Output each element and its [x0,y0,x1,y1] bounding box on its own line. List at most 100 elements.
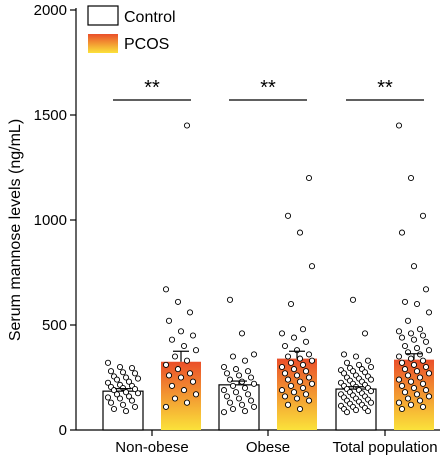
data-point [395,399,403,406]
data-point [116,363,124,371]
data-point [419,403,427,410]
data-point [419,332,427,339]
data-point [404,317,412,324]
data-point [395,328,403,335]
data-point [349,296,357,303]
data-point [229,353,237,360]
data-point [113,376,121,383]
data-point [340,370,348,377]
y-tick-label: 0 [59,422,67,439]
data-point [343,409,351,416]
data-point [416,374,424,381]
legend: Control PCOS [87,5,176,53]
data-point [134,390,142,397]
data-point [416,326,424,333]
data-point [250,403,258,410]
bars-group [102,358,434,431]
data-point [165,317,173,324]
data-point [299,361,307,368]
data-point [284,376,292,383]
data-point [278,387,286,394]
data-point [299,326,307,333]
data-point [177,328,185,335]
data-point [395,122,403,129]
data-point [407,401,415,408]
data-point [299,384,307,392]
x-tick-label: Non-obese [115,439,188,456]
data-point [410,336,418,343]
data-point [183,399,191,406]
data-point [305,351,313,358]
data-point [168,336,176,343]
data-point [367,399,375,406]
data-point [183,357,191,364]
data-point [247,374,255,381]
data-point [308,357,316,364]
data-point [293,372,301,379]
data-point [128,364,136,372]
data-point [422,286,430,293]
data-point [278,330,286,337]
data-point [165,372,173,379]
data-point [241,384,249,392]
data-point [410,384,418,392]
legend-swatch-pcos [88,34,118,53]
data-point [189,378,197,385]
data-point [302,338,310,345]
data-point [223,370,231,377]
data-point [352,353,360,360]
data-point [232,389,240,396]
data-point [290,366,298,373]
data-point [122,374,130,381]
data-point [107,399,115,406]
data-point [422,363,430,371]
data-point [407,378,415,385]
data-point [398,334,406,341]
y-axis-title: Serum mannose levels (ng/mL) [7,119,24,341]
data-point [281,370,289,377]
data-point [104,359,112,366]
data-point [104,394,112,401]
data-point [287,359,295,366]
data-point [186,309,194,316]
data-point [355,361,363,368]
data-point [241,408,249,415]
x-tick-label: Total population [332,439,437,456]
data-point [162,286,170,293]
data-point [229,382,237,389]
y-tick-label: 2000 [34,2,67,19]
significance-label: ** [377,77,393,99]
data-point [416,351,424,358]
data-point [398,382,406,389]
data-point [162,361,170,368]
significance-label: ** [260,77,276,99]
x-tick-label: Obese [246,439,290,456]
data-point [367,388,375,395]
data-point [241,357,249,364]
data-point [162,403,170,410]
data-point [119,401,127,408]
data-point [174,298,182,305]
data-point [398,229,406,236]
data-point [296,405,304,413]
data-point [223,393,231,400]
x-axis: Non-obese Obese Total population [76,429,440,456]
data-point [174,366,182,373]
data-point [407,174,415,182]
data-point [296,355,304,362]
data-point [361,369,369,376]
data-point [232,366,240,373]
y-tick-label: 1500 [34,107,67,124]
data-point [125,393,133,400]
data-point [131,370,139,377]
data-point [113,391,121,398]
data-point [305,374,313,381]
data-point [425,393,433,400]
data-point [367,376,375,383]
data-point [171,395,179,402]
data-point [235,372,243,379]
data-point [281,342,289,350]
data-point [226,296,234,303]
data-point [343,359,351,366]
data-point [404,372,412,379]
